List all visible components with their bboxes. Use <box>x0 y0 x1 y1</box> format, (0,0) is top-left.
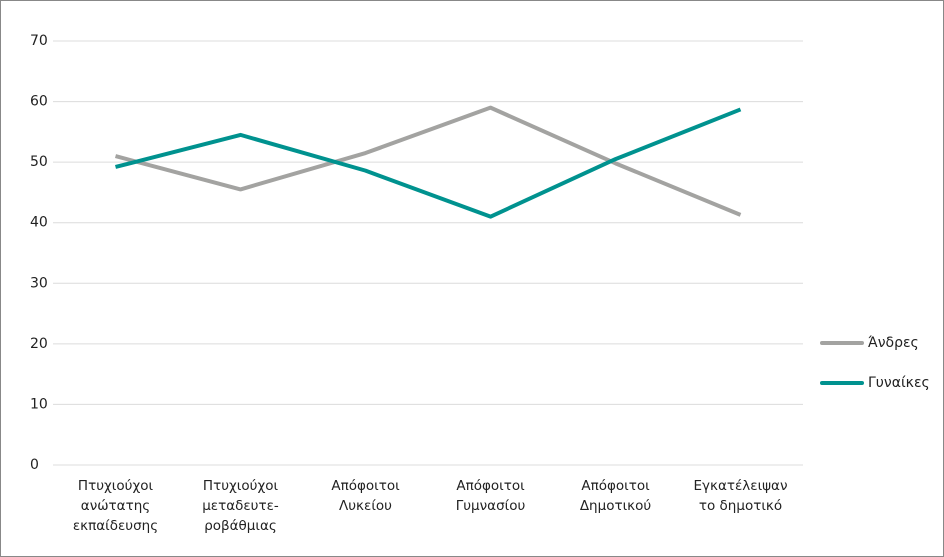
x-tick-label: Πτυχιούχοι ανώτατης εκπαίδευσης <box>72 478 159 534</box>
y-tick-label: 30 <box>30 275 48 291</box>
line-series <box>114 105 742 217</box>
x-tick-label: Εγκατέλειψαν το δημοτικό <box>693 478 788 514</box>
x-tick-label: Απόφοιτοι Γυμνασίου <box>455 478 526 514</box>
y-tick-label: 40 <box>30 215 48 231</box>
legend-label: Γυναίκες <box>868 375 930 391</box>
x-tick-label: Απόφοιτοι Λυκείου <box>331 478 400 514</box>
y-tick-label: 50 <box>30 154 48 170</box>
y-tick-label: 70 <box>30 33 48 49</box>
y-tick-label: 60 <box>30 94 48 110</box>
y-tick-label: 10 <box>30 396 48 412</box>
x-tick-label: Πτυχιούχοι μεταδευτε-ροβάθμιας <box>202 478 279 534</box>
line-series <box>115 107 742 219</box>
legend-label: Άνδρες <box>868 335 919 351</box>
x-tick-label: Απόφοιτοι Δημοτικού <box>579 478 652 514</box>
y-tick-label: 0 <box>30 457 39 473</box>
y-tick-label: 20 <box>30 336 48 352</box>
